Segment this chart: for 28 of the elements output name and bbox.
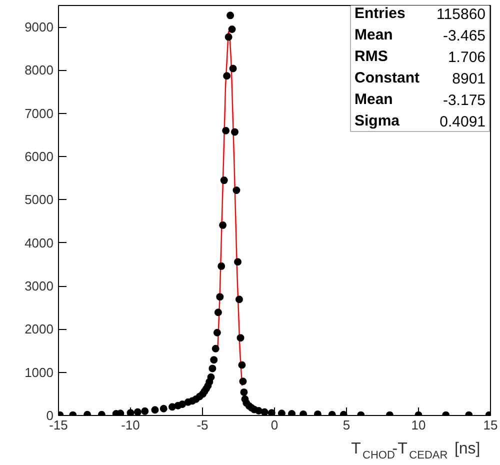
annotation: RMS	[354, 48, 388, 65]
y-tick-label: 8000	[24, 62, 54, 78]
annotation: -3.465	[442, 28, 486, 44]
annotation: Sigma	[354, 112, 400, 130]
x-tick-label: 15	[483, 418, 498, 432]
x-tick-label: 5	[342, 418, 350, 432]
y-tick-label: 5000	[24, 192, 54, 208]
y-tick-label: 9000	[24, 20, 54, 35]
annotation: 0.4091	[440, 114, 486, 130]
annotation: 115860	[436, 6, 486, 23]
y-tick-label: 2000	[24, 322, 54, 337]
x-tick-label: 10	[411, 418, 426, 432]
y-tick-label: 0	[46, 408, 54, 423]
annotation: Mean	[354, 91, 393, 108]
annotation: Constant	[354, 70, 420, 86]
y-tick-label: 1000	[24, 364, 54, 380]
x-tick-label: -5	[196, 418, 208, 432]
annotation: Entries	[354, 5, 406, 22]
y-tick-label: 4000	[24, 235, 54, 250]
y-tick-label: 6000	[24, 149, 54, 164]
annotation: -3.175	[442, 92, 486, 109]
annotation: 1.706	[448, 49, 486, 66]
y-tick-label: 3000	[24, 278, 54, 294]
x-tick-label: 0	[270, 418, 278, 432]
x-tick-label: -10	[121, 418, 140, 432]
y-tick-label: 7000	[24, 106, 54, 121]
annotation: Mean	[354, 26, 393, 44]
annotation: 8901	[452, 70, 486, 88]
